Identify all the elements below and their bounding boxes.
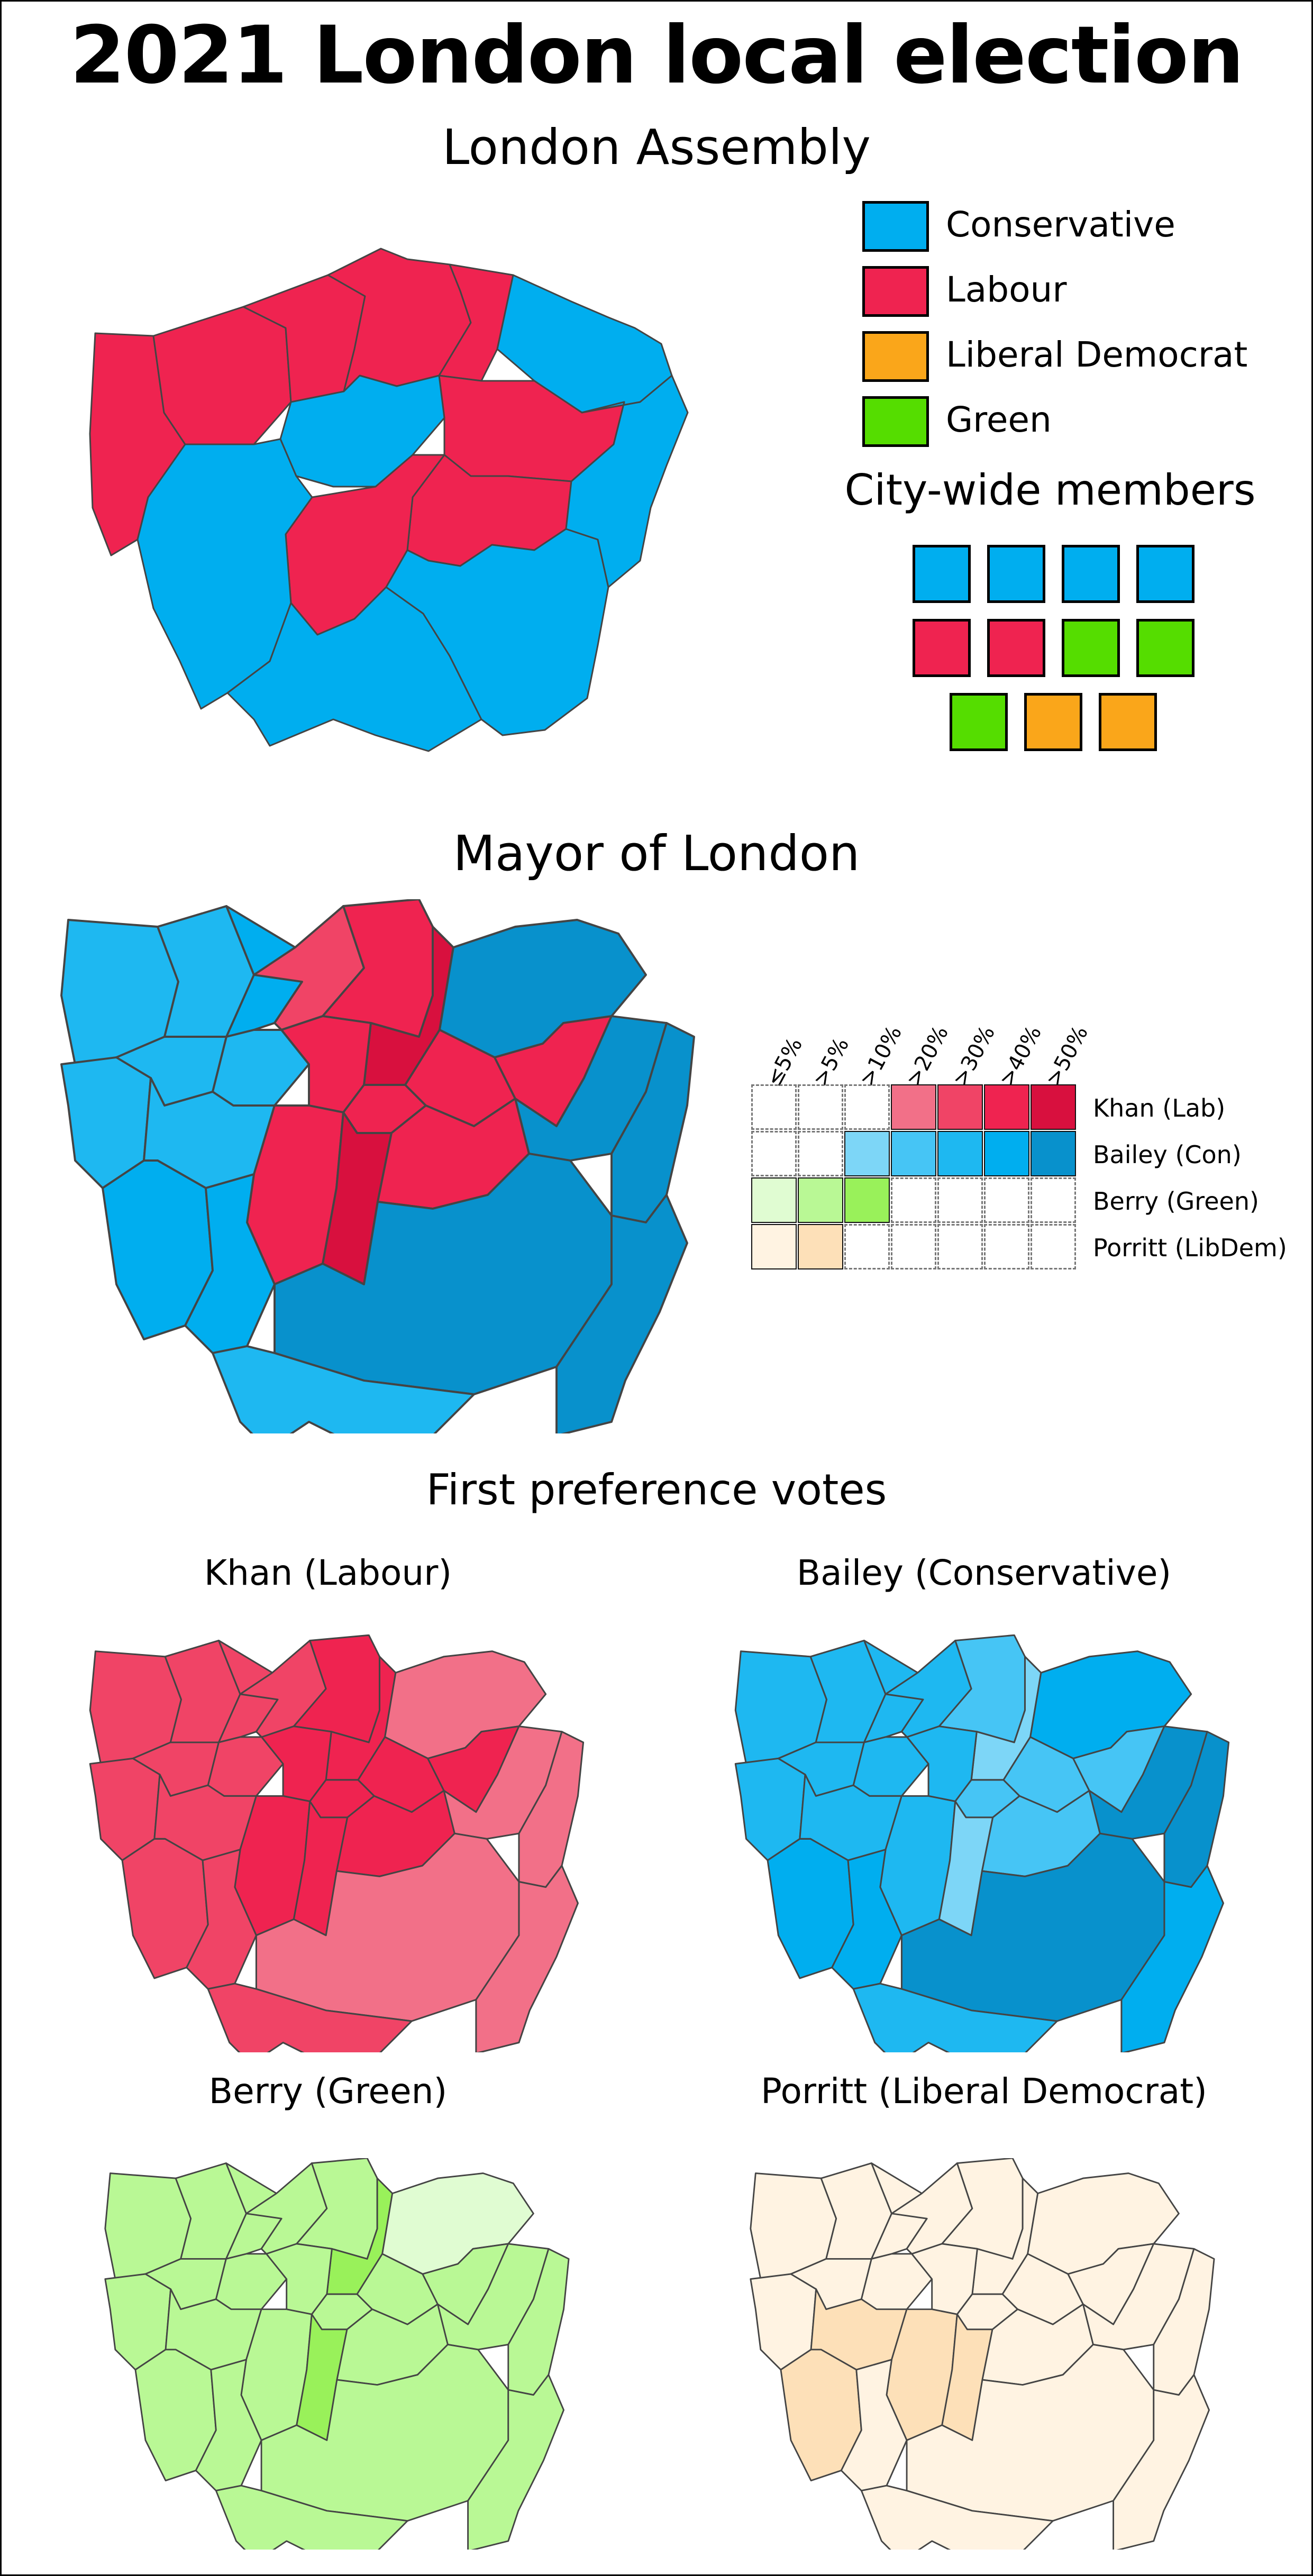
share-cell [891, 1084, 936, 1130]
citywide-heading: City-wide members [844, 465, 1256, 515]
citywide-seat [1099, 693, 1157, 751]
borough-region [215, 2484, 408, 2550]
panel-title-khan: Khan (Labour) [204, 1552, 452, 1593]
share-cell [937, 1224, 983, 1269]
legend-swatch [862, 331, 929, 382]
legend-label: Liberal Democrat [946, 334, 1248, 375]
legend-swatch [862, 201, 929, 252]
khan-first-preference-map [89, 1634, 585, 2052]
constituency-region [152, 306, 292, 445]
constituency-region [565, 374, 689, 588]
legend-label: Conservative [946, 204, 1175, 245]
legend-label: Labour [946, 269, 1067, 310]
candidate-label: Porritt (LibDem) [1093, 1234, 1287, 1262]
berry-first-preference-map [104, 2158, 570, 2550]
share-cell [751, 1224, 797, 1269]
share-cell [1031, 1084, 1076, 1130]
borough-region [1120, 1865, 1224, 2052]
citywide-seat [1062, 545, 1120, 603]
borough-region [852, 1983, 1058, 2052]
share-cell [984, 1177, 1029, 1223]
citywide-seat [1062, 619, 1120, 677]
porritt-first-preference-map [750, 2158, 1215, 2550]
share-cell [937, 1131, 983, 1176]
legend-swatch [862, 266, 929, 317]
candidate-label: Bailey (Con) [1093, 1140, 1242, 1169]
borough-region [860, 2484, 1054, 2550]
mayor-borough-map [60, 899, 695, 1433]
candidate-label: Khan (Lab) [1093, 1094, 1226, 1122]
citywide-seat [1136, 545, 1195, 603]
share-cell [984, 1131, 1029, 1176]
citywide-seat [950, 693, 1008, 751]
legend-swatch [862, 396, 929, 447]
assembly-constituency-map [89, 248, 689, 752]
borough-region [1113, 2374, 1210, 2550]
share-cell [891, 1131, 936, 1176]
citywide-seat [987, 545, 1045, 603]
panel-title-bailey: Bailey (Conservative) [796, 1552, 1172, 1593]
borough-region [207, 1983, 413, 2052]
share-cell [891, 1177, 936, 1223]
share-cell [751, 1084, 797, 1130]
share-cell [798, 1131, 843, 1176]
share-cell [751, 1177, 797, 1223]
panel-title-berry: Berry (Green) [208, 2071, 448, 2112]
share-cell [1031, 1131, 1076, 1176]
share-cell [798, 1177, 843, 1223]
share-cell [844, 1084, 890, 1130]
borough-region [467, 2374, 564, 2550]
citywide-seat [987, 619, 1045, 677]
share-cell [844, 1131, 890, 1176]
share-cell [984, 1224, 1029, 1269]
constituency-region [226, 586, 482, 752]
candidate-label: Berry (Green) [1093, 1187, 1259, 1216]
assembly-heading: London Assembly [442, 119, 871, 176]
share-cell [984, 1084, 1029, 1130]
constituency-region [385, 528, 609, 736]
borough-region [212, 1345, 475, 1433]
mayor-heading: Mayor of London [453, 825, 860, 882]
share-cell [1031, 1177, 1076, 1223]
share-cell [844, 1177, 890, 1223]
share-cell [751, 1131, 797, 1176]
share-cell [798, 1224, 843, 1269]
share-cell [844, 1224, 890, 1269]
first-preference-heading: First preference votes [426, 1465, 887, 1514]
legend-label: Green [946, 399, 1052, 440]
citywide-seat [913, 619, 971, 677]
citywide-seat [1136, 619, 1195, 677]
bailey-first-preference-map [734, 1634, 1230, 2052]
borough-region [475, 1865, 579, 2052]
share-cell [891, 1224, 936, 1269]
panel-title-porritt: Porritt (Liberal Democrat) [761, 2071, 1207, 2112]
page-title: 2021 London local election [70, 10, 1244, 102]
share-cell [798, 1084, 843, 1130]
borough-region [555, 1194, 688, 1433]
share-cell [937, 1084, 983, 1130]
citywide-seat [913, 545, 971, 603]
share-cell [1031, 1224, 1076, 1269]
share-cell [937, 1177, 983, 1223]
citywide-seat [1024, 693, 1082, 751]
